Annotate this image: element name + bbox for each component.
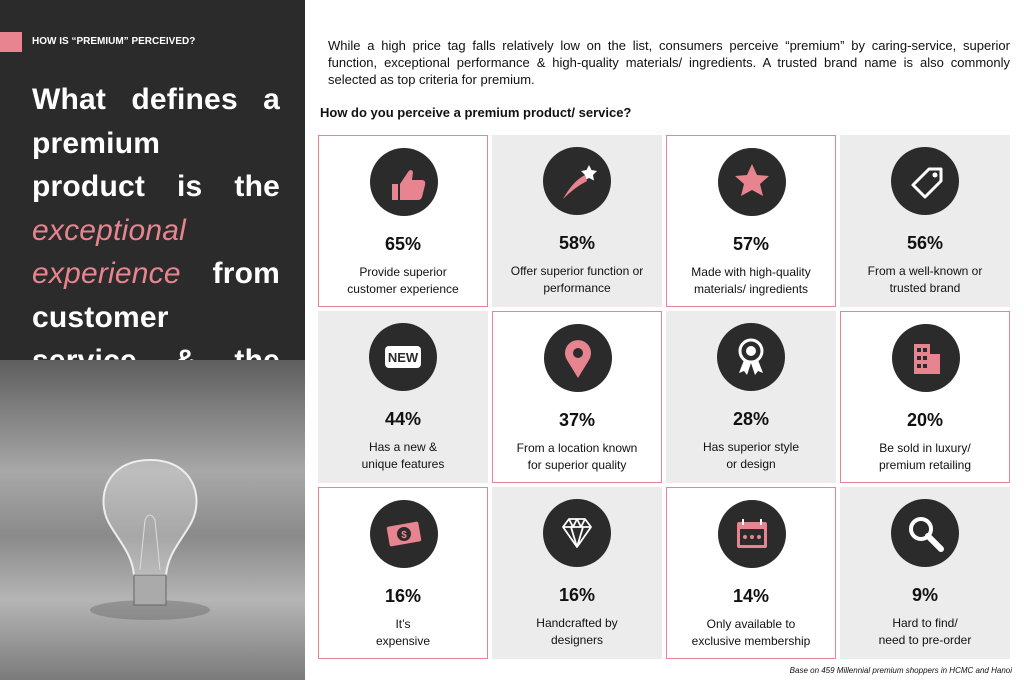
card-label: expensive	[375, 634, 431, 648]
stat-card: 65% Provide superior customer experience	[318, 135, 488, 307]
accent-square	[0, 32, 22, 52]
icon	[543, 499, 611, 567]
icon	[543, 147, 611, 215]
card-label: exclusive membership	[691, 634, 811, 648]
headline-text: What defines a premium product is the	[32, 83, 280, 203]
headline-highlight: exceptional experience	[32, 213, 186, 291]
stat-card: 20% Be sold in luxury/premium retailing	[840, 311, 1010, 483]
percent: 16%	[558, 585, 596, 605]
svg-text:$: $	[401, 530, 407, 541]
percent: 20%	[906, 410, 944, 430]
title-panel: HOW IS “PREMIUM” PERCEIVED? What defines…	[0, 0, 305, 421]
icon	[718, 148, 786, 216]
question: How do you perceive a premium product/ s…	[320, 105, 632, 120]
card-label: performance	[543, 281, 611, 295]
card-label: customer experience	[347, 282, 459, 296]
icon: $	[370, 500, 438, 568]
icon	[544, 324, 612, 392]
percent: 37%	[558, 410, 596, 430]
stat-card: 14% Only available to exclusive membership	[666, 487, 836, 659]
card-label: Hard to find/	[892, 616, 958, 630]
card-label: Offer superior function or	[510, 264, 644, 278]
card-label: Only available to	[706, 617, 796, 631]
percent: 44%	[384, 409, 422, 429]
icon: NEW	[369, 323, 437, 391]
card-label: materials/ ingredients	[693, 282, 809, 296]
percent: 14%	[732, 586, 770, 606]
section-label: HOW IS “PREMIUM” PERCEIVED?	[32, 36, 196, 47]
lightbulb	[90, 458, 210, 620]
stat-card: 56% From a well-known or trusted brand	[840, 135, 1010, 307]
stat-card: 9% Hard to find/need to pre-order	[840, 487, 1010, 659]
photo	[0, 360, 305, 680]
stat-card: 57% Made with high-quality materials/ ingr…	[666, 135, 836, 307]
card-label: trusted brand	[889, 281, 961, 295]
icon-text: NEW	[388, 350, 419, 365]
stat-card: NEW 44% Has a new & unique features	[318, 311, 488, 483]
card-label: designers	[550, 633, 604, 647]
card-label: unique features	[361, 457, 445, 471]
card-label: From a location known	[516, 441, 638, 455]
card-label: Made with high-quality	[691, 265, 811, 279]
card-label: Has superior style	[702, 440, 800, 454]
footnote: Base on 459 Millennial premium shoppers …	[789, 666, 1012, 675]
card-label: It’s	[395, 617, 411, 631]
percent: 56%	[906, 233, 944, 253]
card-label: or design	[726, 457, 776, 471]
stat-card: $16% It’s expensive	[318, 487, 488, 659]
card-label: Provide superior	[359, 265, 447, 279]
percent: 58%	[558, 233, 596, 253]
card-label: Handcrafted by	[536, 616, 618, 630]
card-label: for superior quality	[527, 458, 627, 472]
icon	[718, 500, 786, 568]
card-label: Has a new &	[368, 440, 438, 454]
icon	[892, 324, 960, 392]
card-label: From a well-known or	[867, 264, 983, 278]
percent: 57%	[732, 234, 770, 254]
icon	[717, 323, 785, 391]
icon	[370, 148, 438, 216]
percent: 16%	[384, 586, 422, 606]
intro-paragraph: While a high price tag falls relatively …	[328, 38, 1010, 87]
stat-card: 58% Offer superior function or performance	[492, 135, 662, 307]
percent: 65%	[384, 234, 422, 254]
icon	[891, 499, 959, 567]
stat-card: 28% Has superior style or design	[666, 311, 836, 483]
icon	[891, 147, 959, 215]
percent: 9%	[911, 585, 938, 605]
card-label: Be sold in luxury/	[879, 441, 971, 455]
percent: 28%	[732, 409, 770, 429]
stat-card: 37% From a location known for superior qua…	[492, 311, 662, 483]
stat-card: 16% Handcrafted by designers	[492, 487, 662, 659]
card-label: need to pre-order	[878, 633, 972, 647]
card-label: premium retailing	[878, 458, 972, 472]
